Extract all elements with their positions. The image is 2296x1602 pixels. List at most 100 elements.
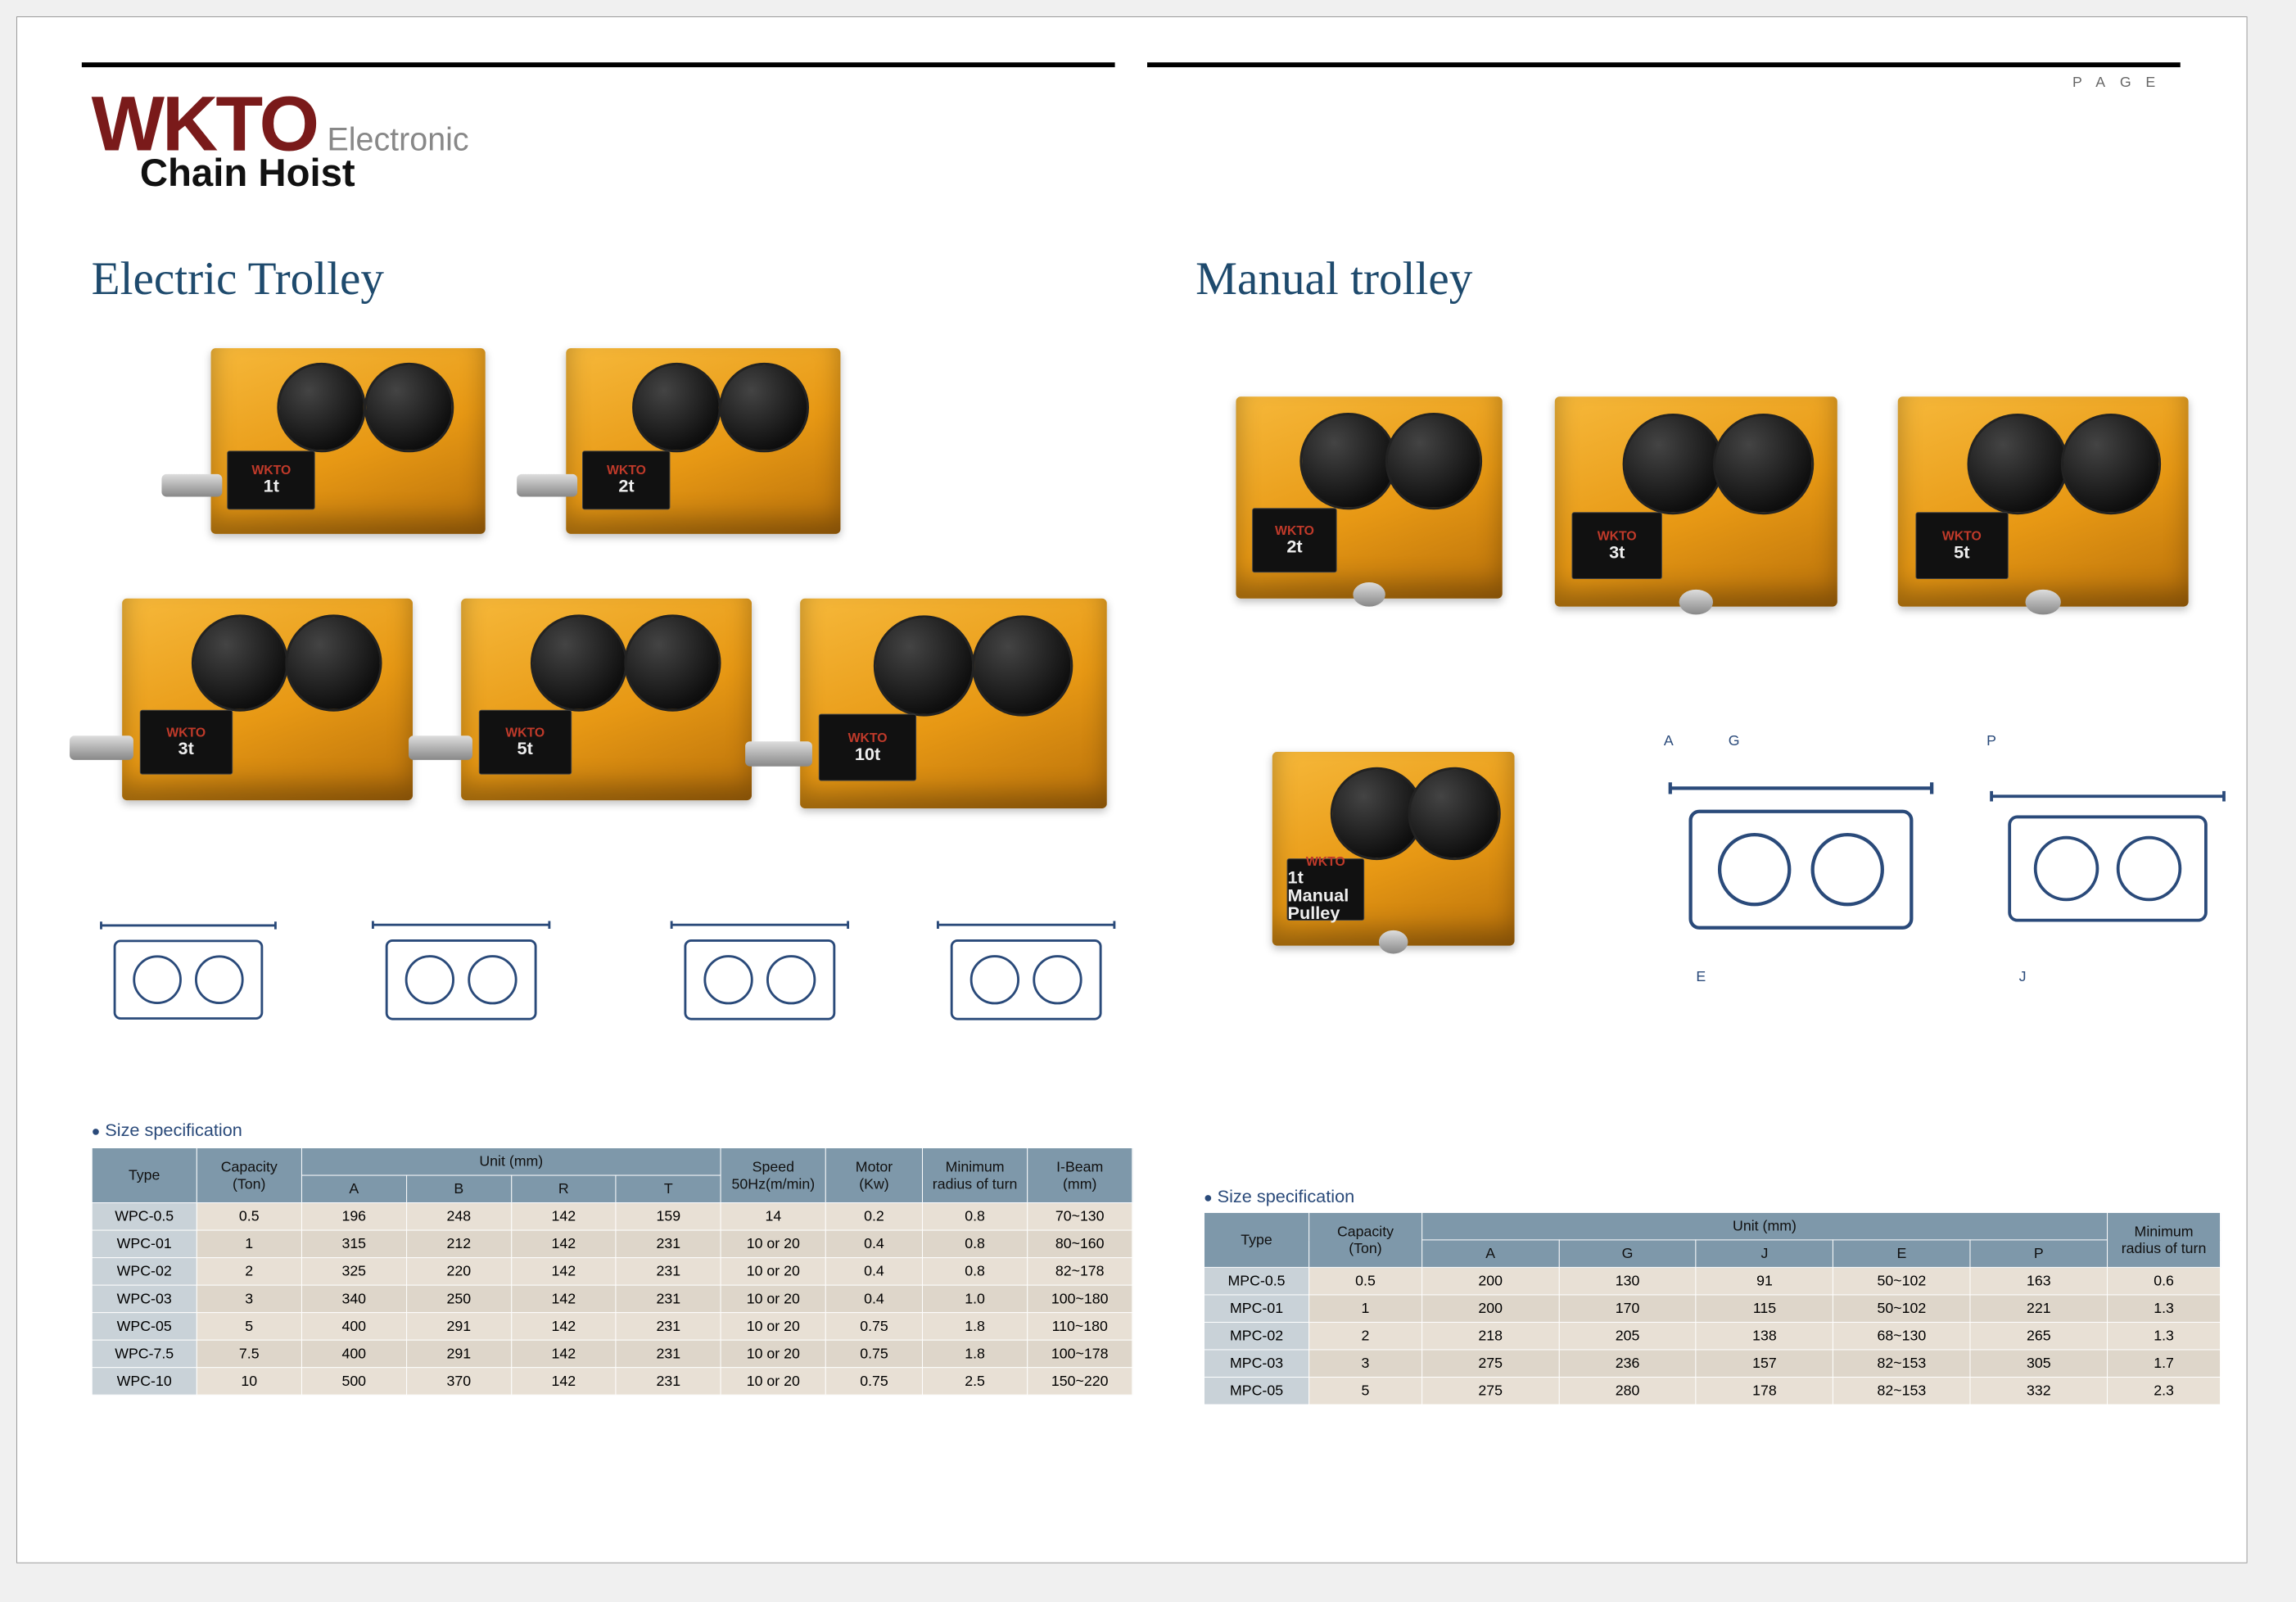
suspension-bolt xyxy=(1379,930,1408,953)
table-cell: 10 or 20 xyxy=(721,1368,825,1396)
table-cell: 5 xyxy=(197,1313,301,1341)
table-cell: 50~102 xyxy=(1833,1267,1970,1295)
table-cell: 80~160 xyxy=(1028,1230,1132,1258)
table-cell: 265 xyxy=(1970,1322,2107,1350)
diagram-dimension-label: P xyxy=(1986,732,1996,749)
table-header: Minimumradius of turn xyxy=(2108,1212,2221,1267)
technical-diagram: PJ xyxy=(1978,735,2236,986)
trolley-wheel xyxy=(972,615,1073,716)
table-header: I-Beam(mm) xyxy=(1028,1148,1132,1203)
table-cell: 212 xyxy=(406,1230,511,1258)
table-cell: 82~153 xyxy=(1833,1350,1970,1378)
table-cell: 0.4 xyxy=(825,1230,922,1258)
table-cell: 236 xyxy=(1559,1350,1696,1378)
table-cell: 100~180 xyxy=(1028,1285,1132,1313)
table-cell: 231 xyxy=(616,1313,721,1341)
table-cell: 291 xyxy=(406,1340,511,1368)
table-header: Capacity(Ton) xyxy=(1309,1212,1422,1267)
table-cell: 1 xyxy=(197,1230,301,1258)
table-cell: 1.7 xyxy=(2108,1350,2221,1378)
table-cell: 200 xyxy=(1421,1267,1558,1295)
table-cell: 138 xyxy=(1696,1322,1833,1350)
table-header: Unit (mm) xyxy=(1421,1212,2107,1240)
table-cell: 100~178 xyxy=(1028,1340,1132,1368)
trolley-wheel xyxy=(720,363,809,452)
table-row: MPC-03327523615782~1533051.7 xyxy=(1204,1350,2221,1378)
table-cell: 142 xyxy=(511,1313,616,1341)
table-cell: 0.2 xyxy=(825,1203,922,1231)
table-subheader: P xyxy=(1970,1240,2107,1268)
table-row: MPC-01120017011550~1022211.3 xyxy=(1204,1295,2221,1323)
table-row: MPC-05527528017882~1533322.3 xyxy=(1204,1377,2221,1405)
table-cell: 1 xyxy=(1309,1295,1422,1323)
trolley-nameplate: WKTO3t xyxy=(1572,512,1662,579)
diagram-dimension-label: A xyxy=(1664,732,1674,749)
table-cell: 200 xyxy=(1421,1295,1558,1323)
product-trolley: WKTO5t xyxy=(1898,396,2189,606)
table-row: WPC-03334025014223110 or 200.41.0100~180 xyxy=(92,1285,1132,1313)
table-cell: 0.4 xyxy=(825,1285,922,1313)
table-cell: 1.8 xyxy=(923,1313,1028,1341)
table-cell: 0.4 xyxy=(825,1258,922,1286)
table-cell: 7.5 xyxy=(197,1340,301,1368)
table-cell: 231 xyxy=(616,1258,721,1286)
table-cell: 10 or 20 xyxy=(721,1230,825,1258)
product-trolley: WKTO5t xyxy=(461,599,752,800)
trolley-wheel xyxy=(1713,414,1814,514)
catalog-page: PAGE WKTO Electronic Chain Hoist Electri… xyxy=(16,16,2248,1564)
product-trolley: WKTO2t xyxy=(1236,396,1502,598)
table-header: Type xyxy=(1204,1212,1309,1267)
table-cell: 68~130 xyxy=(1833,1322,1970,1350)
table-subheader: J xyxy=(1696,1240,1833,1268)
table-cell: 220 xyxy=(406,1258,511,1286)
section-title-electric: Electric Trolley xyxy=(92,251,384,305)
diagram-dimension-label: E xyxy=(1696,968,1706,985)
table-cell: 170 xyxy=(1559,1295,1696,1323)
table-cell: 70~130 xyxy=(1028,1203,1132,1231)
trolley-wheel xyxy=(632,363,721,452)
table-cell: 196 xyxy=(301,1203,406,1231)
table-row: WPC-02232522014223110 or 200.40.882~178 xyxy=(92,1258,1132,1286)
product-trolley: WKTO1t xyxy=(211,348,486,534)
table-cell: 2 xyxy=(1309,1322,1422,1350)
table-cell: MPC-0.5 xyxy=(1204,1267,1309,1295)
trolley-wheel xyxy=(1408,767,1501,861)
table-cell: 142 xyxy=(511,1368,616,1396)
spec-label-electric: Size specification xyxy=(92,1120,242,1141)
table-cell: 2 xyxy=(197,1258,301,1286)
table-cell: 231 xyxy=(616,1285,721,1313)
motor-shaft xyxy=(745,741,812,767)
table-cell: 0.8 xyxy=(923,1258,1028,1286)
table-cell: WPC-03 xyxy=(92,1285,197,1313)
table-cell: 340 xyxy=(301,1285,406,1313)
technical-diagram xyxy=(647,905,873,1043)
suspension-bolt xyxy=(1679,590,1713,615)
trolley-nameplate: WKTO5t xyxy=(478,709,572,774)
table-cell: 2.5 xyxy=(923,1368,1028,1396)
trolley-wheel xyxy=(874,615,974,716)
table-cell: WPC-01 xyxy=(92,1230,197,1258)
table-cell: 10 or 20 xyxy=(721,1313,825,1341)
trolley-wheel xyxy=(1300,413,1397,509)
table-row: MPC-0.50.52001309150~1021630.6 xyxy=(1204,1267,2221,1295)
table-cell: WPC-0.5 xyxy=(92,1203,197,1231)
technical-diagram xyxy=(921,905,1131,1043)
table-cell: MPC-01 xyxy=(1204,1295,1309,1323)
table-cell: 291 xyxy=(406,1313,511,1341)
trolley-nameplate: WKTO3t xyxy=(139,709,233,774)
trolley-wheel xyxy=(277,363,366,452)
table-cell: 150~220 xyxy=(1028,1368,1132,1396)
table-subheader: A xyxy=(1421,1240,1558,1268)
table-cell: 159 xyxy=(616,1203,721,1231)
table-row: MPC-02221820513868~1302651.3 xyxy=(1204,1322,2221,1350)
diagram-dimension-label: G xyxy=(1729,732,1740,749)
table-header: Capacity(Ton) xyxy=(197,1148,301,1203)
table-cell: 10 xyxy=(197,1368,301,1396)
table-subheader: T xyxy=(616,1175,721,1203)
trolley-nameplate: WKTO1t xyxy=(228,450,315,510)
table-header: Minimumradius of turn xyxy=(923,1148,1028,1203)
trolley-wheel xyxy=(364,363,454,452)
table-cell: 5 xyxy=(1309,1377,1422,1405)
table-cell: 82~178 xyxy=(1028,1258,1132,1286)
table-cell: 91 xyxy=(1696,1267,1833,1295)
